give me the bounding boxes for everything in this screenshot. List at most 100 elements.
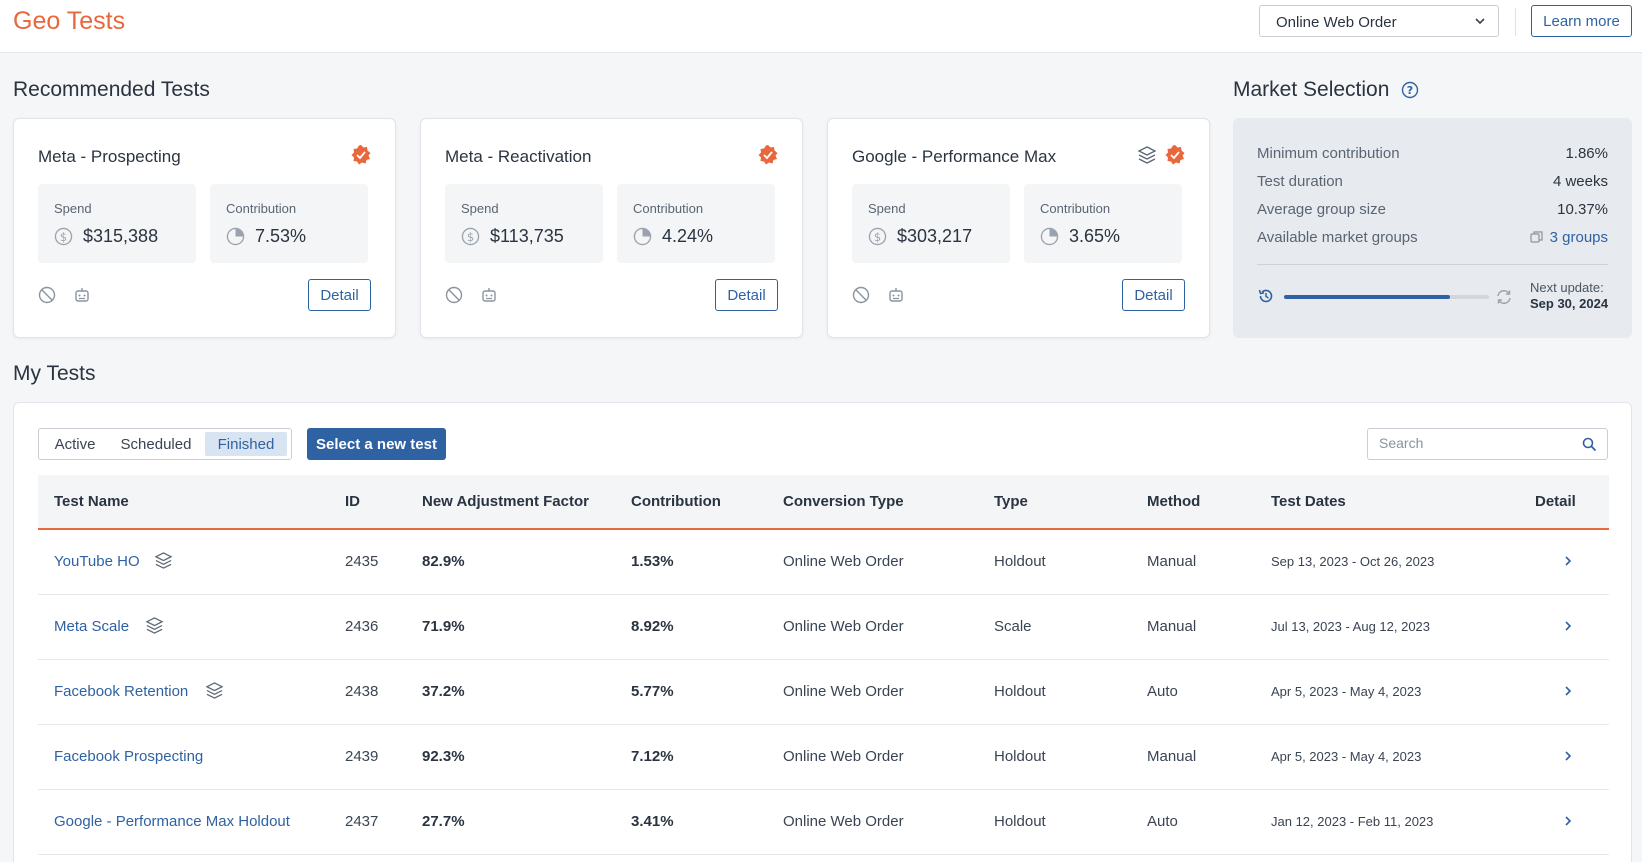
next-update-label: Next update: bbox=[1530, 280, 1604, 295]
market-selection-title: Market Selection bbox=[1233, 78, 1390, 101]
test-name-link[interactable]: Google - Performance Max Holdout bbox=[54, 813, 290, 830]
column-header-detail: Detail bbox=[1535, 493, 1576, 510]
card-title: Google - Performance Max bbox=[852, 147, 1057, 166]
layers-icon bbox=[1137, 146, 1157, 164]
market-row: Minimum contribution 1.86% bbox=[1257, 145, 1608, 162]
block-icon[interactable] bbox=[38, 286, 56, 304]
adjustment-factor: 82.9% bbox=[422, 553, 465, 570]
adjustment-factor: 37.2% bbox=[422, 683, 465, 700]
chevron-right-icon[interactable] bbox=[1563, 685, 1573, 697]
card-title: Meta - Prospecting bbox=[38, 147, 181, 166]
update-progress-bar bbox=[1284, 295, 1489, 299]
test-dates: Jan 12, 2023 - Feb 11, 2023 bbox=[1271, 814, 1434, 829]
pie-chart-icon bbox=[226, 227, 245, 246]
search-icon[interactable] bbox=[1582, 437, 1597, 452]
svg-text:?: ? bbox=[1407, 84, 1413, 97]
column-header-contribution[interactable]: Contribution bbox=[631, 493, 721, 510]
column-header-type[interactable]: Type bbox=[994, 493, 1028, 510]
adjustment-factor: 71.9% bbox=[422, 618, 465, 635]
spend-value: $303,217 bbox=[897, 226, 973, 246]
conversion-type: Online Web Order bbox=[783, 813, 904, 830]
select-new-test-button[interactable]: Select a new test bbox=[307, 428, 446, 460]
spend-value: $113,735 bbox=[490, 226, 564, 246]
column-header-test-dates[interactable]: Test Dates bbox=[1271, 493, 1346, 510]
layers-icon bbox=[205, 682, 224, 699]
contribution: 1.53% bbox=[631, 553, 674, 570]
search-input[interactable] bbox=[1379, 435, 1569, 451]
market-selection-panel: Minimum contribution 1.86% Test duration… bbox=[1233, 118, 1632, 338]
svg-text:$: $ bbox=[60, 230, 67, 244]
robot-icon[interactable] bbox=[73, 286, 91, 304]
history-icon[interactable] bbox=[1257, 287, 1275, 305]
robot-icon[interactable] bbox=[480, 286, 498, 304]
tab-finished[interactable]: Finished bbox=[205, 432, 287, 456]
chevron-right-icon[interactable] bbox=[1563, 815, 1573, 827]
contribution: 8.92% bbox=[631, 618, 674, 635]
refresh-icon[interactable] bbox=[1495, 288, 1513, 306]
contribution-stat: Contribution 7.53% bbox=[210, 184, 368, 263]
block-icon[interactable] bbox=[852, 286, 870, 304]
test-name-link[interactable]: YouTube HO bbox=[54, 553, 140, 570]
tab-scheduled[interactable]: Scheduled bbox=[120, 436, 192, 453]
table-row[interactable]: Meta Scale 2436 71.9% 8.92% Online Web O… bbox=[38, 595, 1609, 660]
market-row: Available market groups 3 groups bbox=[1257, 229, 1608, 246]
market-groups-link[interactable]: 3 groups bbox=[1530, 229, 1608, 246]
contribution: 3.41% bbox=[631, 813, 674, 830]
test-name-link[interactable]: Facebook Prospecting bbox=[54, 748, 204, 765]
page-title: Geo Tests bbox=[13, 7, 126, 35]
table-row[interactable]: Facebook Retention 2438 37.2% 5.77% Onli… bbox=[38, 660, 1609, 725]
chevron-right-icon[interactable] bbox=[1563, 620, 1573, 632]
verified-badge-icon bbox=[351, 145, 371, 165]
help-icon[interactable]: ? bbox=[1401, 81, 1419, 99]
column-header-adjustment-factor[interactable]: New Adjustment Factor bbox=[422, 493, 589, 510]
tab-active[interactable]: Active bbox=[54, 436, 96, 453]
test-method: Manual bbox=[1147, 748, 1197, 765]
chevron-right-icon[interactable] bbox=[1563, 555, 1573, 567]
test-name-link[interactable]: Meta Scale bbox=[54, 618, 130, 635]
table-row[interactable]: Google - Performance Max Holdout 2437 27… bbox=[38, 790, 1609, 855]
column-header-test-name[interactable]: Test Name bbox=[54, 493, 129, 510]
copy-icon bbox=[1530, 231, 1543, 243]
conversion-type: Online Web Order bbox=[783, 553, 904, 570]
dollar-icon: $ bbox=[461, 227, 480, 246]
recommended-card: Meta - Reactivation Spend $ $113,735 Con… bbox=[420, 118, 803, 338]
detail-button[interactable]: Detail bbox=[308, 279, 371, 311]
test-type: Holdout bbox=[994, 553, 1046, 570]
detail-button[interactable]: Detail bbox=[715, 279, 778, 311]
test-name-link[interactable]: Facebook Retention bbox=[54, 683, 189, 700]
contribution-label: Contribution bbox=[633, 201, 704, 216]
contribution-stat: Contribution 3.65% bbox=[1024, 184, 1182, 263]
my-tests-panel: Active Scheduled Finished Select a new t… bbox=[13, 402, 1632, 862]
conversion-type-dropdown[interactable]: Online Web Order bbox=[1259, 5, 1499, 37]
contribution-label: Contribution bbox=[226, 201, 297, 216]
dollar-icon: $ bbox=[54, 227, 73, 246]
contribution-stat: Contribution 4.24% bbox=[617, 184, 775, 263]
column-header-id[interactable]: ID bbox=[345, 493, 360, 510]
column-header-conversion-type[interactable]: Conversion Type bbox=[783, 493, 904, 510]
market-groups-value: 3 groups bbox=[1549, 229, 1608, 246]
layers-icon bbox=[154, 552, 173, 569]
card-title: Meta - Reactivation bbox=[445, 147, 592, 166]
block-icon[interactable] bbox=[445, 286, 463, 304]
market-divider bbox=[1257, 264, 1608, 265]
market-row-label: Test duration bbox=[1257, 173, 1343, 190]
chevron-right-icon[interactable] bbox=[1563, 750, 1573, 762]
contribution-value: 4.24% bbox=[662, 226, 714, 246]
robot-icon[interactable] bbox=[887, 286, 905, 304]
spend-stat: Spend $ $113,735 bbox=[445, 184, 603, 263]
column-header-method[interactable]: Method bbox=[1147, 493, 1201, 510]
market-row-value: 1.86% bbox=[1565, 145, 1608, 162]
learn-more-button[interactable]: Learn more bbox=[1531, 5, 1632, 37]
contribution-value: 3.65% bbox=[1069, 226, 1121, 246]
test-method: Manual bbox=[1147, 618, 1197, 635]
table-row[interactable]: Facebook Prospecting 2439 92.3% 7.12% On… bbox=[38, 725, 1609, 790]
test-method: Auto bbox=[1147, 813, 1178, 830]
table-row[interactable]: YouTube HO 2435 82.9% 1.53% Online Web O… bbox=[38, 530, 1609, 595]
detail-button[interactable]: Detail bbox=[1122, 279, 1185, 311]
conversion-type: Online Web Order bbox=[783, 683, 904, 700]
adjustment-factor: 92.3% bbox=[422, 748, 465, 765]
header-divider bbox=[1515, 8, 1516, 36]
market-row-value: 4 weeks bbox=[1552, 173, 1608, 190]
spend-label: Spend bbox=[461, 201, 499, 216]
spend-stat: Spend $ $315,388 bbox=[38, 184, 196, 263]
